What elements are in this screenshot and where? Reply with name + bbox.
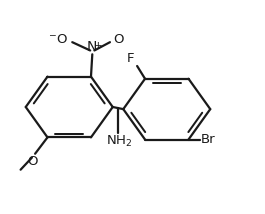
Text: NH$_2$: NH$_2$: [106, 134, 132, 149]
Text: N: N: [87, 40, 98, 54]
Text: O: O: [28, 155, 38, 168]
Text: O: O: [113, 33, 124, 46]
Text: Br: Br: [201, 133, 216, 146]
Text: +: +: [94, 41, 102, 51]
Text: $^{-}$O: $^{-}$O: [48, 33, 68, 46]
Text: F: F: [127, 52, 134, 64]
